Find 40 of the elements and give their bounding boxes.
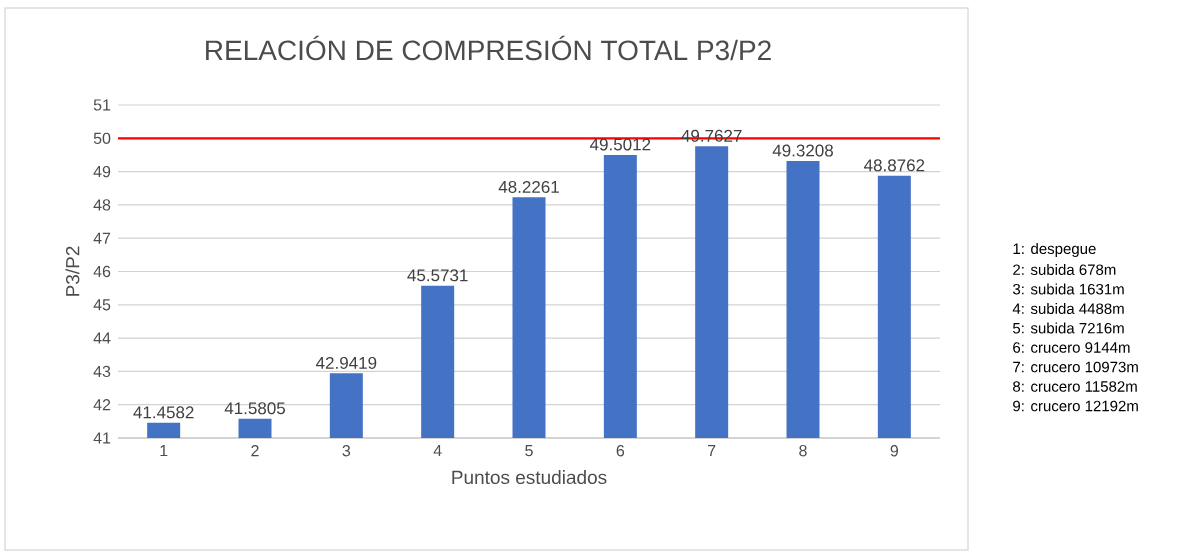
y-tick-label: 44 [93, 332, 111, 344]
y-tick-label: 43 [93, 365, 111, 378]
chart-title: RELACIÓN DE COMPRESIÓN TOTAL P3/P2 [206, 35, 771, 61]
data-label: 41.4582 [133, 406, 194, 419]
y-tick-label: 41 [93, 432, 111, 444]
x-tick-label: 9 [890, 445, 899, 457]
text: 7: crucero 10973m [1013, 361, 1138, 373]
y-tick-label: 45 [93, 299, 111, 311]
x-tick-label: 1 [160, 445, 168, 457]
data-label: 49.3208 [772, 144, 833, 157]
text: 3: subida 1631m [1012, 283, 1124, 295]
x-tick-label: 6 [616, 445, 625, 457]
y-tick-label: 51 [93, 99, 111, 111]
y-tick-label: 42 [93, 399, 111, 411]
text: 9: crucero 12192m [1013, 400, 1138, 412]
text: 1: despegue [1013, 243, 1096, 257]
x-tick-label: 8 [799, 445, 807, 457]
data-label: 49.5012 [589, 138, 651, 151]
text: 5: subida 7216m [1013, 322, 1124, 334]
y-tick-label: 50 [93, 132, 111, 144]
x-tick-label: 7 [708, 445, 716, 457]
data-label: 48.8762 [863, 159, 925, 172]
data-label: 41.5805 [224, 402, 286, 415]
data-label: 45.5731 [407, 269, 468, 282]
y-tick-label: 47 [93, 232, 111, 244]
text: 8: crucero 11582m [1013, 381, 1137, 392]
text: 4: subida 4488m [1012, 303, 1124, 315]
x-tick-label: 4 [433, 445, 442, 457]
y-tick-label: 49 [93, 165, 111, 178]
y-tick-label: 46 [93, 265, 111, 278]
x-tick-label: 2 [251, 445, 259, 457]
data-label: 48.2261 [498, 180, 559, 193]
text: 6: crucero 9144m [1013, 342, 1130, 353]
y-axis-title: P3/P2 [65, 246, 80, 296]
x-axis-title: Puntos estudiados [452, 470, 607, 485]
y-tick-label: 48 [93, 199, 111, 211]
x-tick-label: 5 [525, 445, 533, 457]
text: 2: subida 678m [1013, 264, 1116, 276]
x-tick-label: 3 [342, 445, 351, 457]
data-label: 42.9419 [315, 356, 377, 369]
